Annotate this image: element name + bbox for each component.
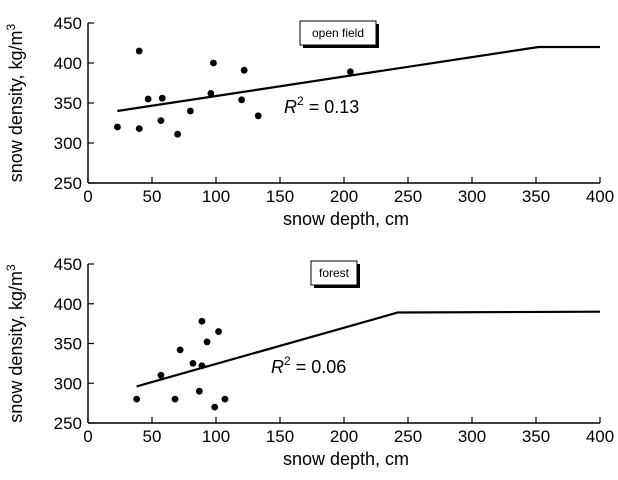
- r-squared-superscript: 2: [297, 94, 304, 108]
- x-axis-title: snow depth, cm: [283, 449, 409, 469]
- data-point: [210, 59, 217, 67]
- data-point: [203, 338, 211, 346]
- data-point: [176, 346, 184, 354]
- y-tick-label: 450: [54, 255, 82, 274]
- y-tick-label: 250: [54, 174, 82, 193]
- x-tick-label: 150: [266, 427, 294, 446]
- x-tick-label: 300: [458, 427, 486, 446]
- legend-label: open field: [312, 26, 364, 40]
- y-axis-title-text: snow density, kg/m: [6, 30, 26, 182]
- data-point: [198, 362, 206, 370]
- y-axis-title-superscript: 3: [4, 23, 18, 30]
- y-tick-label: 300: [54, 134, 82, 153]
- data-point: [114, 123, 121, 131]
- data-point: [133, 395, 141, 403]
- x-tick-label: 0: [83, 427, 92, 446]
- y-axis-title: snow density, kg/m3: [4, 23, 26, 182]
- y-tick-label: 450: [54, 14, 82, 33]
- data-point: [207, 90, 215, 97]
- x-tick-label: 200: [330, 427, 358, 446]
- data-point: [135, 47, 143, 55]
- data-point: [198, 317, 206, 325]
- data-point: [174, 130, 182, 138]
- x-tick-label: 50: [143, 427, 162, 446]
- data-point: [171, 395, 179, 403]
- r-squared-value: = 0.13: [304, 97, 360, 117]
- r-squared-value: = 0.06: [291, 357, 347, 377]
- legend-box: [310, 260, 358, 286]
- x-tick-label: 250: [394, 187, 422, 206]
- x-tick-label: 400: [586, 427, 614, 446]
- data-point: [189, 359, 197, 367]
- x-tick-label: 350: [522, 187, 550, 206]
- y-tick-label: 350: [54, 335, 82, 354]
- x-tick-label: 50: [143, 187, 162, 206]
- data-point: [135, 125, 143, 132]
- y-tick-label: 350: [54, 94, 82, 113]
- data-point: [215, 328, 222, 335]
- data-point: [144, 95, 152, 103]
- data-point: [347, 68, 354, 76]
- legend-label: forest: [319, 266, 350, 280]
- y-tick-label: 400: [54, 295, 82, 314]
- y-tick-label: 250: [54, 414, 82, 433]
- x-tick-label: 400: [586, 187, 614, 206]
- r-squared-annotation: R2 = 0.13: [284, 94, 359, 117]
- x-tick-label: 300: [458, 187, 486, 206]
- r-squared-symbol: R: [271, 357, 284, 377]
- x-tick-label: 250: [394, 427, 422, 446]
- y-axis-title-text: snow density, kg/m: [6, 271, 26, 423]
- data-point: [157, 117, 165, 124]
- data-point: [254, 112, 262, 120]
- data-point: [211, 403, 219, 411]
- r-squared-annotation: R2 = 0.06: [271, 354, 346, 377]
- r-squared-symbol: R: [284, 97, 297, 117]
- data-point: [158, 94, 166, 102]
- data-point: [187, 107, 194, 115]
- data-point: [238, 96, 246, 104]
- y-tick-label: 400: [54, 54, 82, 73]
- open-field-panel: 250 300 350 400 450 0 50 100 150 200 250 300 350 400 s…: [4, 14, 614, 229]
- r-squared-superscript: 2: [284, 354, 291, 368]
- legend-box: [299, 20, 377, 46]
- regression-line: [136, 310, 601, 388]
- data-point: [157, 371, 165, 379]
- x-tick-label: 350: [522, 427, 550, 446]
- x-tick-label: 100: [202, 427, 230, 446]
- x-tick-label: 100: [202, 187, 230, 206]
- y-tick-label: 300: [54, 374, 82, 393]
- data-point: [195, 387, 203, 395]
- forest-panel: 250 300 350 400 450 0 50 100 150 200 250 300 350 400 s…: [4, 255, 614, 469]
- x-tick-label: 200: [330, 187, 358, 206]
- y-axis-title: snow density, kg/m3: [4, 264, 26, 423]
- x-axis-title: snow depth, cm: [283, 209, 409, 229]
- data-point: [240, 66, 248, 74]
- y-axis-title-superscript: 3: [4, 264, 18, 271]
- x-tick-label: 0: [83, 187, 92, 206]
- x-tick-label: 150: [266, 187, 294, 206]
- data-point: [221, 395, 229, 403]
- regression-line: [117, 45, 600, 113]
